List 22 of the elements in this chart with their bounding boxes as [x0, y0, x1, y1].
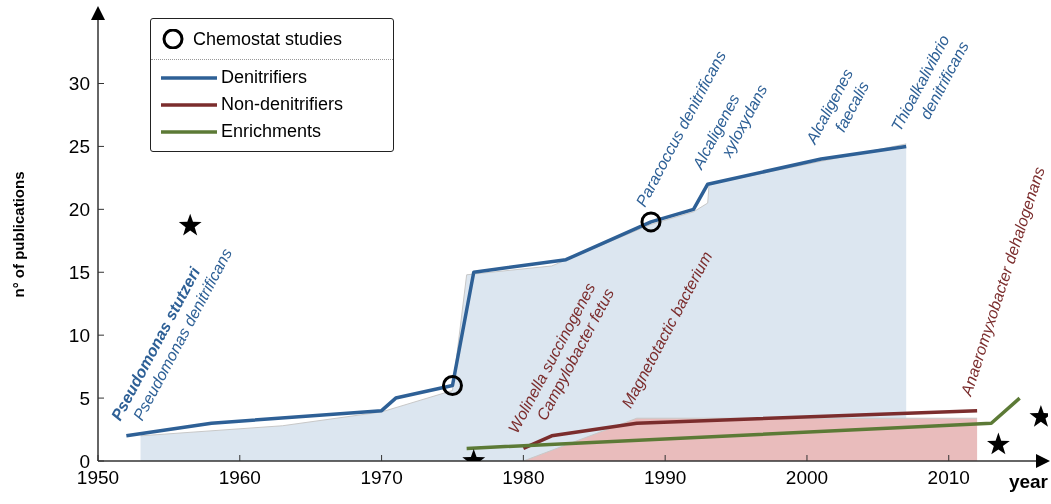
legend-label: Enrichments: [221, 121, 322, 142]
y-axis-title: n° of publications: [10, 171, 27, 298]
y-tick-label: 15: [68, 261, 90, 283]
point: [441, 375, 463, 396]
x-tick-label: 2010: [927, 467, 970, 489]
legend-label: Non-denitrifiers: [221, 94, 344, 115]
y-tick-label: 25: [68, 136, 90, 158]
y-tick-label: 20: [68, 199, 90, 221]
x-tick-label: 1980: [502, 467, 545, 489]
y-tick-label: 10: [68, 324, 90, 346]
y-tick-label: 5: [79, 387, 90, 409]
y-tick-label: 30: [68, 73, 90, 95]
point: [987, 432, 1010, 455]
x-tick-label: 1960: [218, 467, 261, 489]
x-axis-title: year: [1008, 471, 1049, 492]
legend-label: Denitrifiers: [221, 67, 308, 88]
x-tick-label: 2000: [785, 467, 829, 489]
legend-label: Chemostat studies: [193, 28, 343, 50]
x-tick-label: 1970: [360, 467, 403, 489]
point: [178, 213, 202, 236]
x-tick-label: 1990: [644, 467, 687, 489]
point: [640, 211, 662, 233]
